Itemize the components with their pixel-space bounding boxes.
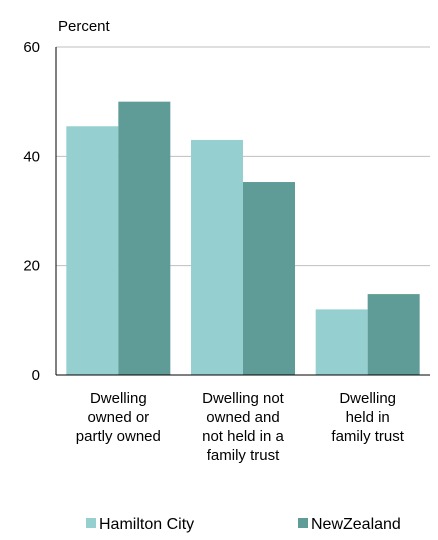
bar-series1 — [315, 309, 368, 375]
legend-swatch — [298, 518, 308, 528]
x-tick-label: Dwelling not owned and not held in a family… — [202, 390, 285, 464]
bar-series1 — [191, 139, 243, 375]
x-tick-labels: Dwelling owned or partly owned Dwelling not… — [76, 390, 405, 464]
y-tick-labels: 0 20 40 60 — [23, 39, 40, 384]
x-tick-label: Dwelling held in family trust — [331, 390, 404, 445]
y-tick-label: 20 — [23, 258, 40, 275]
y-tick-label: 0 — [32, 367, 40, 384]
legend-label: NewZealand — [311, 516, 401, 533]
x-tick-label: Dwelling owned or partly owned — [76, 390, 161, 445]
legend: Hamilton City NewZealand — [86, 516, 401, 533]
legend-label: Hamilton City — [99, 516, 194, 533]
bars — [66, 101, 420, 376]
y-axis-label: Percent — [58, 18, 111, 35]
legend-swatch — [86, 518, 96, 528]
bar-series2 — [367, 294, 420, 375]
y-tick-label: 40 — [23, 148, 40, 165]
bar-series2 — [243, 182, 295, 375]
bar-series2 — [118, 101, 171, 376]
y-tick-label: 60 — [23, 39, 40, 56]
bar-series1 — [66, 126, 119, 376]
